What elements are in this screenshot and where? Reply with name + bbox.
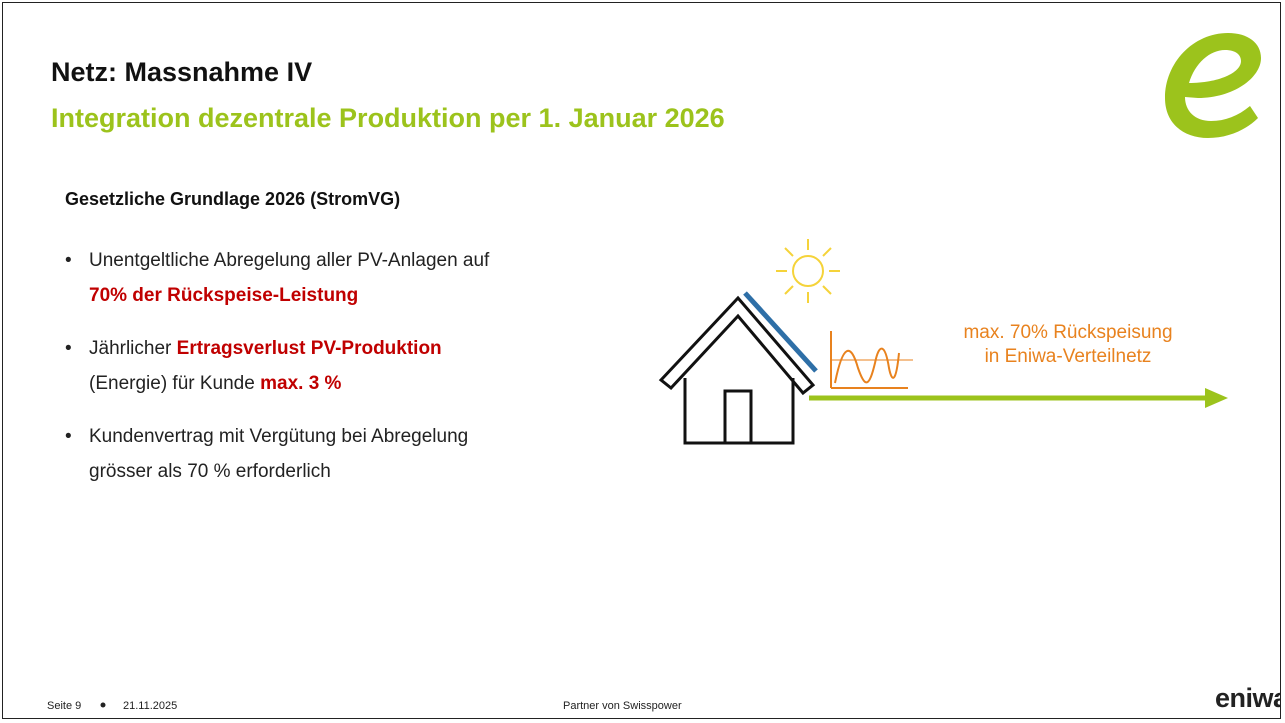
brand-logo: eniwa — [1215, 683, 1281, 713]
graphics — [100, 33, 1261, 708]
line: grösser als 70 % erforderlich — [89, 454, 665, 489]
bullet: Unentgeltliche Abregelung aller PV-Anlag… — [65, 243, 665, 313]
emphasis: 70% der Rückspeise-Leistung — [89, 285, 359, 306]
text: Unentgeltliche Abregelung aller PV-Anlag… — [89, 250, 490, 271]
curve-icon — [830, 331, 913, 389]
line: Unentgeltliche Abregelung aller PV-Anlag… — [89, 243, 665, 278]
footer-dot — [100, 702, 106, 708]
house — [658, 295, 816, 445]
bullet: Jährlicher Ertragsverlust PV-Produktion … — [65, 331, 665, 401]
line: 70% der Rückspeise-Leistung — [89, 278, 665, 313]
line: Kundenvertrag mit Vergütung bei Abregelu… — [89, 419, 665, 454]
logo-mark — [1165, 33, 1261, 138]
title: Netz: Massnahme IV — [51, 57, 313, 87]
sun — [776, 239, 840, 303]
emphasis: Ertragsverlust PV-Produktion — [176, 338, 442, 359]
line: (Energie) für Kunde max. 3 % — [89, 366, 665, 401]
line: Jährlicher Ertragsverlust PV-Produktion — [89, 331, 665, 366]
section-heading: Gesetzliche Grundlage 2026 (StromVG) — [65, 189, 401, 209]
bullet: Kundenvertrag mit Vergütung bei Abregelu… — [65, 419, 665, 489]
text: grösser als 70 % erforderlich — [89, 461, 331, 482]
solar-panel — [743, 291, 818, 373]
subtitle: Integration dezentrale Produktion per 1.… — [51, 103, 725, 133]
diagram-label: max. 70% Rückspeisung in Eniwa-Verteilne… — [908, 321, 1228, 369]
partner: Partner von Swisspower — [563, 700, 682, 712]
date: 21.11.2025 — [123, 700, 178, 712]
text: Kundenvertrag mit Vergütung bei Abregelu… — [89, 426, 469, 447]
emphasis: max. 3 % — [260, 373, 342, 394]
bullet-list: Unentgeltliche Abregelung aller PV-Anlag… — [65, 243, 665, 507]
text: Jährlicher — [89, 338, 172, 359]
arrow-head — [1205, 388, 1228, 408]
text: (Energie) für Kunde — [89, 373, 255, 394]
label-line: max. 70% Rückspeisung — [963, 322, 1173, 343]
page-number: Seite 9 — [47, 700, 82, 712]
label-line: in Eniwa-Verteilnetz — [984, 346, 1152, 367]
